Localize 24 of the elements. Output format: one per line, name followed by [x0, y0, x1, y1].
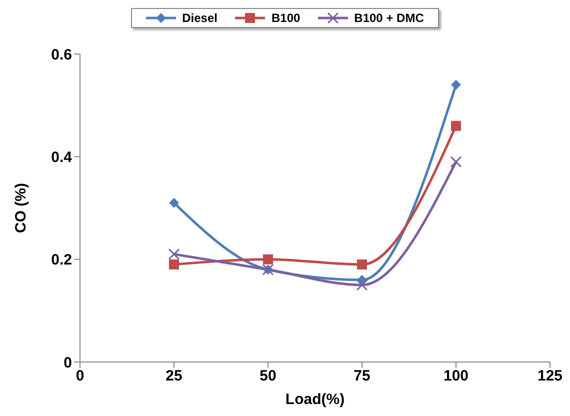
point [451, 80, 461, 90]
point [357, 259, 367, 270]
point [451, 120, 461, 131]
x-tick-label: 0 [76, 368, 84, 385]
point [169, 259, 179, 270]
x-tick-label: 125 [537, 368, 563, 385]
point [356, 279, 368, 291]
y-tick-label: 0.4 [51, 148, 73, 166]
x-tick-label: 25 [166, 368, 182, 385]
x-tick-label: 50 [260, 368, 276, 385]
y-tick-label: 0.6 [51, 46, 72, 64]
point [263, 254, 273, 264]
x-tick-label: 100 [443, 368, 469, 385]
legend-label: B100 + DMC [354, 11, 424, 25]
point [169, 198, 179, 208]
legend-label: B100 [271, 11, 300, 25]
y-tick-label: 0 [64, 354, 72, 372]
point [168, 248, 180, 260]
y-tick-label: 0.2 [51, 252, 72, 269]
point [450, 156, 462, 168]
legend-label: Diesel [182, 11, 218, 25]
x-axis-title: Load(%) [285, 391, 345, 408]
x-tick-label: 75 [354, 368, 370, 385]
y-axis-title: CO (%) [12, 183, 30, 233]
